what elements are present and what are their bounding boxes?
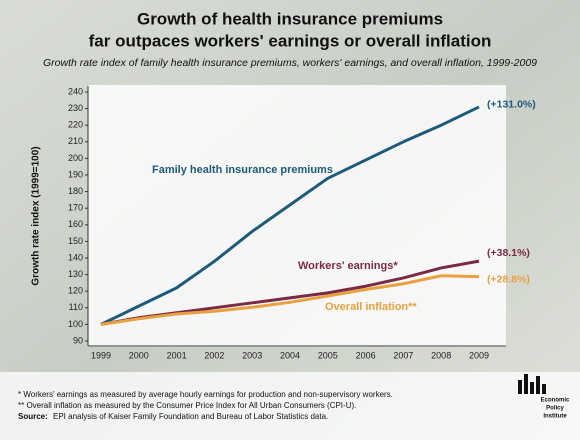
y-tick-label: 100: [68, 319, 83, 329]
y-tick-label: 230: [68, 103, 83, 113]
footnote: ** Overall inflation as measured by the …: [18, 401, 356, 410]
y-tick-label: 200: [68, 153, 83, 163]
chart-title: far outpaces workers' earnings or overal…: [89, 31, 492, 50]
y-tick-label: 210: [68, 136, 83, 146]
end-label: (+131.0%): [487, 99, 536, 111]
y-tick-label: 120: [68, 286, 83, 296]
x-tick-label: 2007: [393, 350, 413, 360]
series-line: [100, 274, 480, 326]
x-tick-label: 1999: [91, 350, 111, 360]
series-line: [100, 105, 480, 326]
x-tick-label: 2004: [280, 350, 300, 360]
y-tick-label: 240: [68, 86, 83, 96]
source-label: Source:: [18, 412, 48, 421]
logo-text: Economic: [541, 398, 570, 404]
series-label: Overall inflation**: [325, 301, 417, 313]
x-tick-label: 2001: [167, 350, 187, 360]
x-tick-label: 2003: [242, 350, 262, 360]
series-label: Workers' earnings*: [298, 260, 398, 272]
x-tick-label: 2009: [469, 350, 489, 360]
x-tick-label: 2006: [356, 350, 376, 360]
y-tick-label: 190: [68, 169, 83, 179]
y-tick-label: 150: [68, 236, 83, 246]
y-axis-label: Growth rate index (1999=100): [31, 146, 42, 285]
end-label: (+38.1%): [487, 247, 530, 259]
y-tick-label: 170: [68, 203, 83, 213]
end-label: (+28.8%): [487, 273, 530, 285]
chart-title: Growth of health insurance premiums: [137, 9, 443, 28]
footnote: * Workers' earnings as measured by avera…: [18, 390, 393, 399]
subtitle: Growth rate index of family health insur…: [43, 57, 537, 69]
y-tick-label: 220: [68, 120, 83, 130]
y-tick-label: 140: [68, 252, 83, 262]
x-tick-label: 2005: [318, 350, 338, 360]
y-tick-label: 130: [68, 269, 83, 279]
y-tick-label: 90: [73, 335, 83, 345]
y-tick-label: 180: [68, 186, 83, 196]
x-tick-label: 2002: [204, 350, 224, 360]
footer-band: [0, 372, 580, 440]
logo-icon: [518, 374, 546, 394]
logo-text: Institute: [543, 414, 567, 420]
y-tick-label: 160: [68, 219, 83, 229]
x-tick-label: 2008: [431, 350, 451, 360]
x-tick-label: 2000: [129, 350, 149, 360]
logo-text: Policy: [546, 406, 564, 412]
y-tick-label: 110: [69, 302, 83, 312]
source-text: EPI analysis of Kaiser Family Foundation…: [53, 412, 328, 421]
series-label: Family health insurance premiums: [152, 164, 333, 176]
